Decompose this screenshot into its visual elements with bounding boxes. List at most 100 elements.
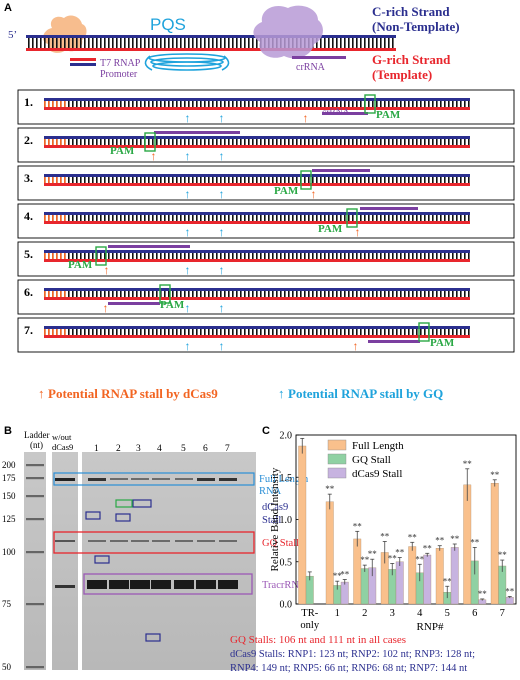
- dcas9-stall-label-1: dCas9: [262, 502, 288, 513]
- dcas9-shape: [253, 5, 323, 59]
- bar-full-length: [325, 501, 334, 605]
- row-pam-box: [418, 322, 430, 342]
- row-frame: [17, 317, 515, 353]
- bar-dcas9-stall: [340, 581, 349, 605]
- ladder-mark-75: 75: [2, 599, 12, 609]
- full-length-band: [175, 478, 193, 480]
- gq-stall-arrow-1: ↑: [185, 225, 191, 239]
- significance-mark: **: [353, 521, 363, 531]
- row-pam-box: [346, 208, 358, 228]
- row-pam-box: [95, 246, 107, 266]
- row-top-strand: [44, 250, 470, 253]
- row-pam-box: [300, 170, 312, 190]
- significance-mark: **: [505, 586, 515, 596]
- t7-label-2: Promoter: [100, 69, 138, 80]
- row-pam-label: PAM: [274, 185, 299, 197]
- row-number: 6.: [24, 285, 33, 299]
- row-crrna-bar: [108, 245, 190, 248]
- full-length-label-2: RNA: [259, 486, 282, 497]
- x-tick-label: only: [300, 620, 319, 631]
- significance-mark: **: [443, 576, 453, 586]
- dcas9-stall-box-4: [132, 499, 152, 508]
- legend-swatch: [327, 467, 347, 479]
- ladder-band: [26, 495, 44, 498]
- gq-stall-label: GQ Stall: [262, 538, 299, 549]
- full-length-band: [110, 478, 128, 480]
- row-pam-box: [159, 284, 171, 304]
- gq-band: [219, 540, 237, 542]
- row-top-strand: [44, 98, 470, 101]
- row-rungs: [44, 139, 470, 145]
- gq-band: [110, 540, 128, 542]
- row-bottom-strand: [44, 259, 470, 262]
- five-prime-label: 5’: [8, 29, 17, 41]
- crrna-overview-label: crRNA: [296, 62, 326, 73]
- significance-mark: **: [388, 553, 398, 563]
- gel-lane-numbers: 1 2 3 4 5 6 7: [94, 444, 230, 454]
- legend-label: GQ Stall: [352, 454, 391, 466]
- c-strand-label-1: C-rich Strand: [372, 4, 450, 19]
- significance-mark: **: [463, 459, 473, 469]
- x-tick-label: 5: [445, 608, 450, 619]
- significance-mark: **: [368, 549, 378, 559]
- row-pam-label: PAM: [160, 299, 185, 311]
- row-top-strand: [44, 174, 470, 177]
- row-pam-label: PAM: [430, 337, 455, 349]
- row-crrna-bar: [108, 302, 160, 305]
- significance-mark: **: [490, 470, 500, 480]
- gq-stall-box: [53, 531, 255, 554]
- y-tick-label: 1.5: [280, 473, 293, 484]
- significance-mark: **: [340, 569, 350, 579]
- without-gq-band: [55, 540, 75, 542]
- row-pam-box: [144, 132, 156, 152]
- pqs-quadruplex: [144, 53, 230, 71]
- pqs-label: PQS: [150, 15, 186, 34]
- significance-mark: **: [408, 532, 418, 542]
- row-frame: [17, 241, 515, 277]
- significance-mark: **: [333, 571, 343, 581]
- row-promoter-rungs: [44, 101, 66, 107]
- row-top-strand: [44, 326, 470, 329]
- row-bottom-strand: [44, 335, 470, 338]
- panel-b-label: B: [4, 425, 12, 437]
- significance-mark: **: [423, 543, 433, 553]
- row-frame: [17, 203, 515, 239]
- legend-swatch: [327, 439, 347, 451]
- legend-dcas9-arrow: ↑: [38, 386, 45, 401]
- legend-dcas9-text: Potential RNAP stall by dCas9: [48, 386, 218, 401]
- row-number: 2.: [24, 133, 33, 147]
- gq-stalls-note: GQ Stalls: 106 nt and 111 nt in all case…: [230, 634, 406, 646]
- green-stall-box: [115, 499, 133, 508]
- dcas9-stall-label-2: Stall: [262, 515, 281, 526]
- gq-band: [131, 540, 149, 542]
- g-strand-label-2: (Template): [372, 67, 432, 82]
- tracr-band: [218, 580, 238, 589]
- tracr-band: [151, 580, 171, 589]
- panel-c-label: C: [262, 425, 270, 437]
- row-rungs: [44, 177, 470, 183]
- gq-stall-arrow-2: ↑: [219, 263, 225, 277]
- significance-mark: **: [325, 484, 335, 494]
- ladder-mark-125: 125: [2, 514, 16, 524]
- without-label-1: w/out: [52, 432, 72, 442]
- legend-swatch: [327, 453, 347, 465]
- ladder-band: [26, 603, 44, 606]
- lane-number-2: 2: [116, 444, 121, 454]
- bar-dcas9-stall: [505, 597, 514, 605]
- gq-band: [175, 540, 193, 542]
- ladder-mark-50: 50: [2, 662, 12, 672]
- row-promoter-rungs: [44, 215, 66, 221]
- dcas9-stall-box-5: [145, 633, 161, 642]
- row-pam-label: PAM: [110, 145, 135, 157]
- row-number: 1.: [24, 95, 33, 109]
- lane-number-4: 4: [157, 444, 162, 454]
- dcas9-stall-box-3: [115, 513, 131, 522]
- gq-stall-arrow-2: ↑: [219, 339, 225, 353]
- dcas9-stall-arrow: ↑: [103, 301, 109, 315]
- row-pam-label: PAM: [68, 259, 93, 271]
- x-tick-label: 2: [362, 608, 367, 619]
- dcas9-stall-box-1: [85, 511, 101, 520]
- ladder-band: [26, 518, 44, 521]
- overview-dna: 5’ PQS crRNA T7 RNAP Promoter C-rich Str…: [8, 4, 460, 82]
- dcas9-stall-arrow: ↑: [311, 187, 317, 201]
